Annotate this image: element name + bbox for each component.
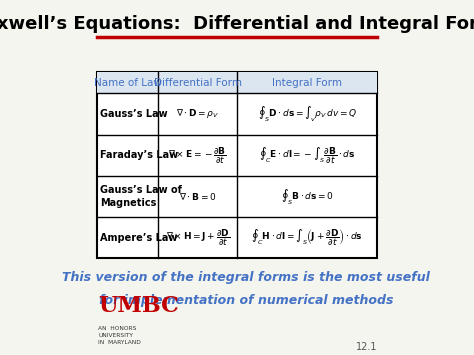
- Text: Differential Form: Differential Form: [154, 77, 242, 88]
- Text: Maxwell’s Equations:  Differential and Integral Forms: Maxwell’s Equations: Differential and In…: [0, 15, 474, 33]
- Text: $\nabla \times \mathbf{E} = -\dfrac{\partial \mathbf{B}}{\partial t}$: $\nabla \times \mathbf{E} = -\dfrac{\par…: [168, 145, 227, 166]
- Text: $\oint_C \mathbf{H} \cdot d\mathbf{l} = \int_S \left( \mathbf{J} + \dfrac{\parti: $\oint_C \mathbf{H} \cdot d\mathbf{l} = …: [251, 228, 363, 248]
- Text: Gauss’s Law of
Magnetics: Gauss’s Law of Magnetics: [100, 185, 182, 208]
- Bar: [97, 72, 377, 258]
- Text: Integral Form: Integral Form: [272, 77, 342, 88]
- Text: $\nabla \times \mathbf{H} = \mathbf{J} + \dfrac{\partial \mathbf{D}}{\partial t}: $\nabla \times \mathbf{H} = \mathbf{J} +…: [165, 228, 230, 248]
- Text: IN  MARYLAND: IN MARYLAND: [98, 340, 141, 345]
- Text: Gauss’s Law: Gauss’s Law: [100, 109, 168, 119]
- Text: Faraday’s Law: Faraday’s Law: [100, 150, 179, 160]
- Text: for implementation of numerical methods: for implementation of numerical methods: [99, 294, 393, 306]
- Text: AN  HONORS: AN HONORS: [98, 326, 137, 331]
- Text: $\oint_S \mathbf{D} \cdot d\mathbf{s} = \int_v \rho_V \, dv = Q$: $\oint_S \mathbf{D} \cdot d\mathbf{s} = …: [257, 104, 356, 124]
- Text: $\nabla \cdot \mathbf{B} = 0$: $\nabla \cdot \mathbf{B} = 0$: [179, 191, 217, 202]
- Text: 12.1: 12.1: [356, 342, 377, 352]
- Text: Ampere’s Law: Ampere’s Law: [100, 233, 178, 243]
- Text: UMBC: UMBC: [98, 295, 179, 317]
- Text: $\nabla \cdot \mathbf{D} = \rho_V$: $\nabla \cdot \mathbf{D} = \rho_V$: [176, 108, 219, 120]
- Text: UNIVERSITY: UNIVERSITY: [98, 333, 133, 338]
- Text: $\oint_C \mathbf{E} \cdot d\mathbf{l} = -\int_S \dfrac{\partial \mathbf{B}}{\par: $\oint_C \mathbf{E} \cdot d\mathbf{l} = …: [259, 145, 356, 166]
- Text: This version of the integral forms is the most useful: This version of the integral forms is th…: [62, 271, 430, 284]
- Bar: [97, 72, 377, 93]
- Text: Name of Law: Name of Law: [94, 77, 162, 88]
- Text: $\oint_S \mathbf{B} \cdot d\mathbf{s} = 0$: $\oint_S \mathbf{B} \cdot d\mathbf{s} = …: [281, 187, 334, 206]
